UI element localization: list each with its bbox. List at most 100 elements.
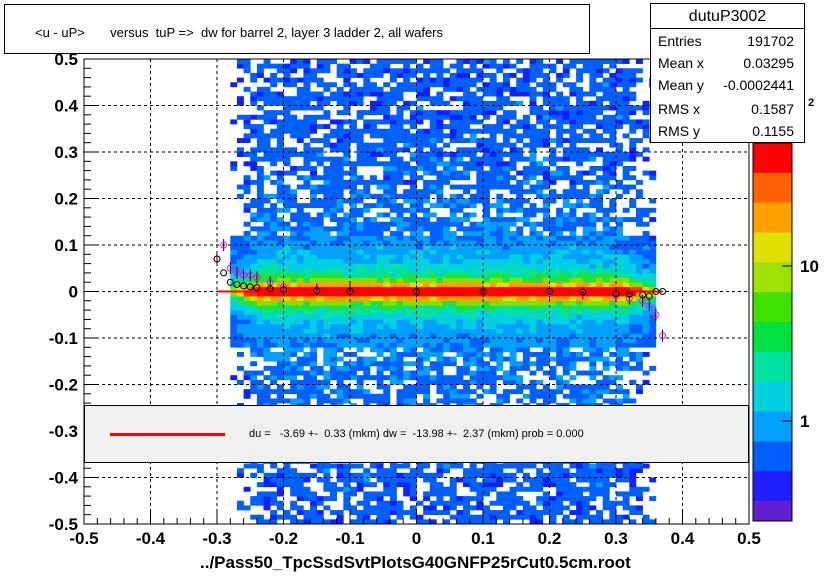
heatmap-cell xyxy=(483,277,490,283)
heatmap-cell xyxy=(463,240,470,246)
heatmap-cell xyxy=(449,314,457,320)
heatmap-cell xyxy=(556,77,564,83)
heatmap-cell xyxy=(369,217,377,223)
heatmap-cell xyxy=(629,468,637,474)
heatmap-cell xyxy=(276,189,284,195)
heatmap-cell xyxy=(436,110,444,116)
heatmap-cell xyxy=(429,110,437,116)
heatmap-cell xyxy=(416,207,424,213)
heatmap-cell xyxy=(536,72,544,78)
heatmap-cell xyxy=(456,254,464,260)
heatmap-cell xyxy=(602,477,610,483)
heatmap-cell xyxy=(496,147,504,153)
heatmap-cell xyxy=(409,291,417,297)
heatmap-cell xyxy=(622,189,630,195)
heatmap-cell xyxy=(276,291,284,297)
heatmap-cell xyxy=(582,263,590,269)
heatmap-cell xyxy=(589,119,597,125)
heatmap-cell xyxy=(343,296,351,302)
heatmap-cell xyxy=(529,91,537,97)
heatmap-cell xyxy=(403,86,411,92)
heatmap-cell xyxy=(290,77,298,83)
heatmap-cell xyxy=(629,147,637,153)
heatmap-cell xyxy=(476,505,484,511)
heatmap-cell xyxy=(336,319,344,325)
heatmap-cell xyxy=(256,189,264,195)
heatmap-cell xyxy=(449,310,457,316)
heatmap-cell xyxy=(522,82,530,88)
heatmap-cell xyxy=(396,514,404,520)
heatmap-cell xyxy=(350,463,357,469)
heatmap-cell xyxy=(542,82,550,88)
heatmap-cell xyxy=(423,245,431,250)
heatmap-cell xyxy=(290,282,298,288)
heatmap-cell xyxy=(290,82,298,88)
heatmap-cell xyxy=(403,314,411,320)
heatmap-cell xyxy=(376,128,384,134)
heatmap-cell xyxy=(403,170,411,176)
heatmap-cell xyxy=(250,91,258,97)
heatmap-cell xyxy=(356,379,364,385)
heatmap-cell xyxy=(542,263,550,269)
heatmap-cell xyxy=(635,310,643,316)
heatmap-cell xyxy=(429,300,437,306)
heatmap-cell xyxy=(536,258,544,264)
heatmap-cell xyxy=(449,240,457,246)
heatmap-cell xyxy=(496,184,504,190)
heatmap-cell xyxy=(489,272,497,278)
heatmap-cell xyxy=(236,138,244,143)
heatmap-cell xyxy=(489,347,497,353)
heatmap-cell xyxy=(403,198,411,204)
heatmap-cell xyxy=(276,268,284,274)
heatmap-cell xyxy=(396,226,404,232)
heatmap-cell xyxy=(389,468,397,474)
heatmap-cell xyxy=(483,91,490,97)
heatmap-cell xyxy=(635,324,643,329)
heatmap-cell xyxy=(409,72,417,78)
heatmap-cell xyxy=(276,272,284,278)
heatmap-cell xyxy=(502,282,510,288)
heatmap-cell xyxy=(263,389,271,395)
heatmap-cell xyxy=(389,59,397,64)
heatmap-cell xyxy=(369,333,377,339)
heatmap-cell xyxy=(649,342,657,348)
heatmap-cell xyxy=(576,468,584,474)
heatmap-cell xyxy=(562,217,570,223)
heatmap-cell xyxy=(496,482,504,488)
heatmap-cell xyxy=(296,361,304,367)
heatmap-cell xyxy=(336,310,344,316)
heatmap-cell xyxy=(389,282,397,288)
heatmap-cell xyxy=(443,338,451,343)
heatmap-cell xyxy=(629,333,637,339)
heatmap-cell xyxy=(502,138,510,143)
heatmap-cell xyxy=(310,296,318,302)
heatmap-cell xyxy=(363,203,371,209)
heatmap-cell xyxy=(649,300,657,306)
heatmap-cell xyxy=(303,63,311,69)
heatmap-cell xyxy=(316,198,324,204)
heatmap-cell xyxy=(549,179,557,185)
heatmap-cell xyxy=(456,272,464,278)
heatmap-cell xyxy=(463,152,470,157)
heatmap-cell xyxy=(303,114,311,120)
heatmap-cell xyxy=(536,291,544,297)
heatmap-cell xyxy=(336,472,344,478)
heatmap-cell xyxy=(330,282,337,288)
heatmap-cell xyxy=(336,91,344,97)
heatmap-cell xyxy=(542,96,550,102)
heatmap-cell xyxy=(330,324,337,329)
heatmap-cell xyxy=(549,389,557,395)
heatmap-cell xyxy=(383,105,391,111)
heatmap-cell xyxy=(383,59,391,64)
heatmap-cell xyxy=(469,254,477,260)
heatmap-cell xyxy=(296,282,304,288)
heatmap-cell xyxy=(330,249,337,255)
heatmap-cell xyxy=(569,500,577,506)
heatmap-cell xyxy=(323,324,331,329)
heatmap-cell xyxy=(250,161,258,167)
heatmap-cell xyxy=(562,193,570,199)
heatmap-cell xyxy=(522,245,530,250)
heatmap-cell xyxy=(483,254,490,260)
heatmap-cell xyxy=(363,361,371,367)
heatmap-cell xyxy=(542,477,550,483)
